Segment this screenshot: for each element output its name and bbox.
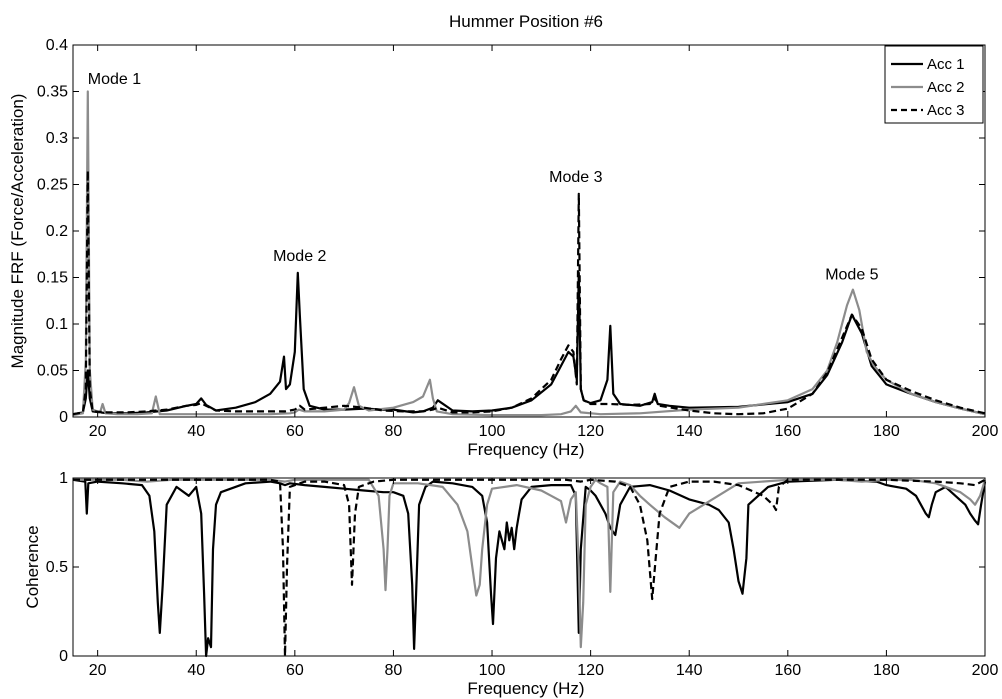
legend-label-acc-1: Acc 1 [927,56,965,73]
top-y-tick-label: 0 [59,409,68,426]
coherence-plot: 20 40 60 80 100 120 140 160 180 200 00.51 Frequen… [23,470,998,698]
bottom-x-axis-label: Frequency (Hz) [467,679,584,698]
bottom-x-tick-label: 80 [385,662,403,679]
bottom-y-tick-label: 0 [59,648,68,665]
bottom-x-tick-label: 60 [286,662,304,679]
bottom-y-tick-label: 0.5 [46,559,68,576]
top-series-line-3 [72,169,986,416]
mode-annotation: Mode 5 [825,267,878,284]
top-x-tick-label: 120 [577,423,604,440]
legend-label-acc-2: Acc 2 [927,79,965,96]
top-x-tick-label: 180 [873,423,900,440]
top-y-axis-label: Magnitude FRF (Force/Acceleration) [8,94,27,369]
frf-magnitude-plot: Hummer Position #6 20 40 60 80 100 120 140 160 1… [8,12,998,459]
bottom-y-ticks: 00.51 [46,470,985,665]
top-y-tick-label: 0.4 [46,37,68,54]
top-x-tick-label: 40 [187,423,205,440]
mode-annotation: Mode 3 [549,169,602,186]
top-x-tick-label: 80 [385,423,403,440]
top-x-ticks: 20 40 60 80 100 120 140 160 180 200 [89,45,999,440]
bottom-x-tick-label: 120 [577,662,604,679]
top-series-line-2 [72,90,986,417]
bottom-x-tick-label: 160 [774,662,801,679]
top-y-tick-label: 0.05 [37,363,68,380]
bottom-x-ticks: 20 40 60 80 100 120 140 160 180 200 [89,478,999,679]
mode-annotation: Mode 1 [88,71,141,88]
coherence-series-group [72,478,987,658]
top-x-tick-label: 20 [89,423,107,440]
bottom-x-tick-label: 180 [873,662,900,679]
bottom-y-axis-label: Coherence [23,525,42,608]
frf-series-group [72,90,986,417]
top-y-tick-label: 0.2 [46,223,68,240]
bottom-series-line-2 [73,478,987,649]
bottom-x-tick-label: 200 [972,662,999,679]
top-y-tick-label: 0.1 [46,316,68,333]
top-x-tick-label: 100 [479,423,506,440]
top-y-tick-label: 0.3 [46,130,68,147]
bottom-y-tick-label: 1 [59,470,68,487]
mode-annotations: Mode 1 Mode 2 Mode 3 Mode 5 [88,71,879,283]
chart-title: Hummer Position #6 [449,12,603,31]
top-x-tick-label: 200 [972,423,999,440]
top-y-tick-label: 0.35 [37,84,68,101]
top-y-tick-label: 0.15 [37,270,68,287]
top-x-tick-label: 60 [286,423,304,440]
bottom-series-line-3 [73,478,986,658]
top-x-axis-label: Frequency (Hz) [467,440,584,459]
top-x-tick-label: 160 [774,423,801,440]
legend-label-acc-3: Acc 3 [927,102,965,119]
bottom-x-tick-label: 40 [187,662,205,679]
top-y-tick-label: 0.25 [37,177,68,194]
legend: Acc 1 Acc 2 Acc 3 [884,45,984,124]
bottom-x-tick-label: 20 [89,662,107,679]
bottom-x-tick-label: 140 [676,662,703,679]
top-y-ticks: 0 0.05 0.1 0.15 0.2 0.25 0.3 0.35 0.4 [37,37,985,426]
mode-annotation: Mode 2 [273,248,326,265]
bottom-x-tick-label: 100 [479,662,506,679]
top-x-tick-label: 140 [676,423,703,440]
